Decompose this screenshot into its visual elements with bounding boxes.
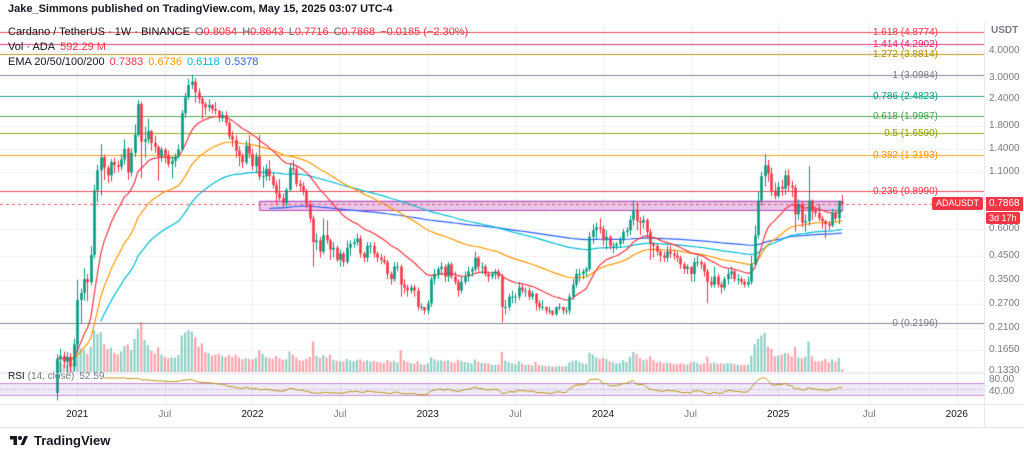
high-label: H — [242, 26, 251, 38]
time-axis-label: 2022 — [241, 409, 264, 420]
time-axis-label: 2023 — [416, 409, 439, 420]
footer-bar: TradingView — [0, 427, 1024, 453]
price-tick-label: 0.6000 — [989, 223, 1020, 235]
price-axis-currency: USDT — [991, 25, 1019, 36]
change-value: −0.0185 (−2.30%) — [380, 26, 469, 38]
low-value: 0.7716 — [294, 26, 329, 38]
ema-20-value: 0.7383 — [109, 56, 144, 68]
time-axis-label: Jul — [862, 409, 876, 420]
volume-legend-row: Vol · ADA 592.29 M — [8, 40, 468, 55]
tradingview-wordmark[interactable]: TradingView — [34, 433, 111, 448]
fib-level-label: 1 (3.0984) — [892, 69, 938, 81]
fib-level-label: 0.618 (1.9987) — [872, 110, 938, 122]
rsi-tick-label: 40.00 — [989, 386, 1015, 397]
fib-level-label: 0.236 (0.8990) — [872, 186, 938, 197]
rsi-params: (14, close) — [27, 371, 75, 382]
time-axis-label: Jul — [508, 409, 522, 420]
chart-legend: Cardano / TetherUS · 1W · BINANCE O0.8054… — [8, 25, 468, 70]
fib-level-label: 0.5 (1.6590) — [884, 128, 938, 140]
publisher-note: Jake_Simmons published on TradingView.co… — [8, 3, 393, 15]
rsi-legend-row[interactable]: RSI (14, close) 52.59 — [8, 371, 104, 382]
tradingview-logo-icon[interactable] — [10, 434, 28, 448]
price-tick-label: 3.0000 — [989, 71, 1020, 83]
high-value: 0.8643 — [250, 26, 284, 38]
fib-level-label: 0.786 (2.4823) — [872, 90, 938, 102]
symbol-title[interactable]: Cardano / TetherUS · 1W · BINANCE — [8, 26, 190, 38]
rsi-label: RSI — [8, 371, 25, 382]
ema-legend-row: EMA 20/50/100/200 0.7383 0.6736 0.6118 0.537… — [8, 55, 468, 70]
open-label: O — [194, 26, 204, 38]
time-axis-label: 2024 — [591, 409, 615, 420]
time-axis-label: Jul — [684, 409, 697, 420]
price-tick-label: 4.0000 — [989, 44, 1020, 56]
price-tick-label: 0.4500 — [989, 250, 1020, 262]
price-tick-label: 2.4000 — [989, 92, 1020, 104]
fib-level-label: 1.272 (3.8814) — [872, 48, 938, 60]
price-tick-label: 1.4000 — [989, 143, 1020, 155]
volume-label[interactable]: Vol · ADA — [8, 41, 56, 53]
price-tick-label: 0.1330 — [989, 364, 1020, 376]
rsi-tick-label: 80.00 — [989, 374, 1015, 385]
price-tick-label: 0.1650 — [989, 344, 1020, 356]
price-tick-label: 1.1000 — [989, 166, 1020, 178]
close-value: 0.7868 — [341, 26, 376, 38]
time-axis-label: Jul — [333, 409, 347, 420]
open-value: 0.8054 — [203, 26, 238, 38]
fib-level-label: 1.414 (4.2902) — [872, 39, 938, 51]
price-tick-label: 1.8000 — [989, 119, 1020, 131]
fib-level-label: 0 (0.2196) — [892, 318, 938, 330]
price-tick-label: 0.3500 — [989, 273, 1020, 285]
last-price-badge: 0.7868 — [986, 196, 1023, 211]
symbol-legend-row: Cardano / TetherUS · 1W · BINANCE O0.8054… — [8, 25, 468, 40]
time-axis-label: 2026 — [945, 409, 968, 420]
close-label: C — [333, 26, 342, 38]
rsi-value: 52.59 — [79, 371, 105, 382]
symbol-name-tag: ADAUSDT — [931, 196, 983, 210]
bar-countdown-badge: 3d 17h — [986, 211, 1020, 224]
ema-label[interactable]: EMA 20/50/100/200 — [8, 56, 105, 68]
time-axis-label: 2025 — [767, 409, 790, 420]
time-axis-label: Jul — [158, 409, 172, 420]
ema-200-value: 0.5378 — [224, 56, 259, 68]
ema-100-value: 0.6118 — [186, 56, 220, 68]
price-tick-label: 0.2100 — [989, 321, 1020, 333]
time-axis-label: 2021 — [66, 409, 89, 420]
fib-level-label: 1.618 (4.8774) — [872, 27, 938, 39]
ema-50-value: 0.6736 — [148, 56, 182, 68]
fib-level-label: 0.382 (1.3193) — [872, 149, 938, 161]
price-tick-label: 0.2700 — [989, 298, 1020, 310]
volume-value: 592.29 M — [60, 41, 106, 53]
low-label: L — [288, 26, 295, 38]
